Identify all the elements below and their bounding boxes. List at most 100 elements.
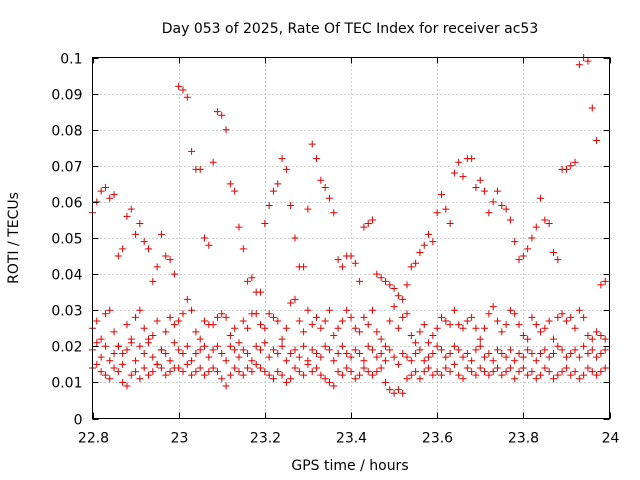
data-point — [386, 317, 394, 325]
data-point — [429, 350, 437, 358]
data-point — [399, 295, 407, 303]
data-point — [291, 346, 299, 354]
data-point — [93, 360, 101, 368]
data-point — [442, 353, 450, 361]
data-point — [433, 209, 441, 217]
data-point — [188, 357, 196, 365]
data-point — [114, 342, 122, 350]
data-point — [201, 371, 209, 379]
data-point — [515, 368, 523, 376]
data-point — [179, 368, 187, 376]
data-point — [537, 350, 545, 358]
data-point — [239, 245, 247, 253]
data-point — [549, 248, 557, 256]
data-point — [429, 331, 437, 339]
data-point — [485, 310, 493, 318]
data-point — [381, 342, 389, 350]
data-point — [110, 191, 118, 199]
data-point — [209, 364, 217, 372]
data-point — [373, 353, 381, 361]
y-tick-label: 0.07 — [51, 160, 82, 176]
data-point — [601, 277, 609, 285]
data-point — [287, 350, 295, 358]
data-point — [317, 324, 325, 332]
data-point — [446, 321, 454, 329]
data-point — [506, 306, 514, 314]
data-point — [257, 364, 265, 372]
data-point — [239, 346, 247, 354]
data-point — [597, 331, 605, 339]
data-point — [381, 357, 389, 365]
data-point — [330, 209, 338, 217]
data-point — [101, 342, 109, 350]
data-point — [192, 328, 200, 336]
data-point — [127, 371, 135, 379]
data-point — [394, 360, 402, 368]
data-point — [170, 270, 178, 278]
data-point — [300, 371, 308, 379]
data-point — [360, 223, 368, 231]
x-tick-label: 24 — [602, 431, 620, 447]
data-point — [528, 313, 536, 321]
data-point — [463, 317, 471, 325]
data-point — [209, 321, 217, 329]
y-tick-label: 0.1 — [60, 52, 82, 68]
data-point — [412, 368, 420, 376]
data-point — [425, 353, 433, 361]
data-point — [515, 350, 523, 358]
data-point — [498, 202, 506, 210]
data-point — [132, 230, 140, 238]
data-point — [106, 306, 114, 314]
data-point — [287, 299, 295, 307]
data-point — [489, 357, 497, 365]
data-point — [528, 234, 536, 242]
data-point — [244, 277, 252, 285]
data-point — [192, 350, 200, 358]
data-point — [196, 165, 204, 173]
data-point — [321, 183, 329, 191]
data-point — [248, 368, 256, 376]
data-point — [601, 335, 609, 343]
data-point — [407, 371, 415, 379]
data-point — [562, 165, 570, 173]
y-tick-label: 0.03 — [51, 304, 82, 320]
data-point — [567, 162, 575, 170]
data-point — [239, 317, 247, 325]
data-point — [213, 108, 221, 116]
data-point — [437, 191, 445, 199]
data-point — [571, 346, 579, 354]
data-point — [528, 368, 536, 376]
data-point — [295, 317, 303, 325]
data-point — [261, 220, 269, 228]
data-point — [145, 371, 153, 379]
data-point — [334, 368, 342, 376]
data-point — [145, 335, 153, 343]
data-point — [554, 313, 562, 321]
data-point — [304, 205, 312, 213]
data-point — [549, 335, 557, 343]
data-point — [106, 357, 114, 365]
data-point — [231, 364, 239, 372]
data-point — [278, 342, 286, 350]
data-point — [502, 353, 510, 361]
data-point — [420, 241, 428, 249]
data-point — [545, 220, 553, 228]
data-point — [442, 364, 450, 372]
data-point — [450, 169, 458, 177]
data-point — [209, 346, 217, 354]
data-point — [347, 252, 355, 260]
data-point — [287, 202, 295, 210]
data-point — [571, 158, 579, 166]
data-point — [377, 335, 385, 343]
data-point — [407, 263, 415, 271]
data-point — [308, 368, 316, 376]
data-point — [218, 111, 226, 119]
data-point — [476, 335, 484, 343]
data-point — [369, 306, 377, 314]
data-point — [175, 317, 183, 325]
data-point — [136, 306, 144, 314]
data-point — [524, 346, 532, 354]
data-point — [463, 350, 471, 358]
data-point — [593, 371, 601, 379]
data-point — [584, 364, 592, 372]
